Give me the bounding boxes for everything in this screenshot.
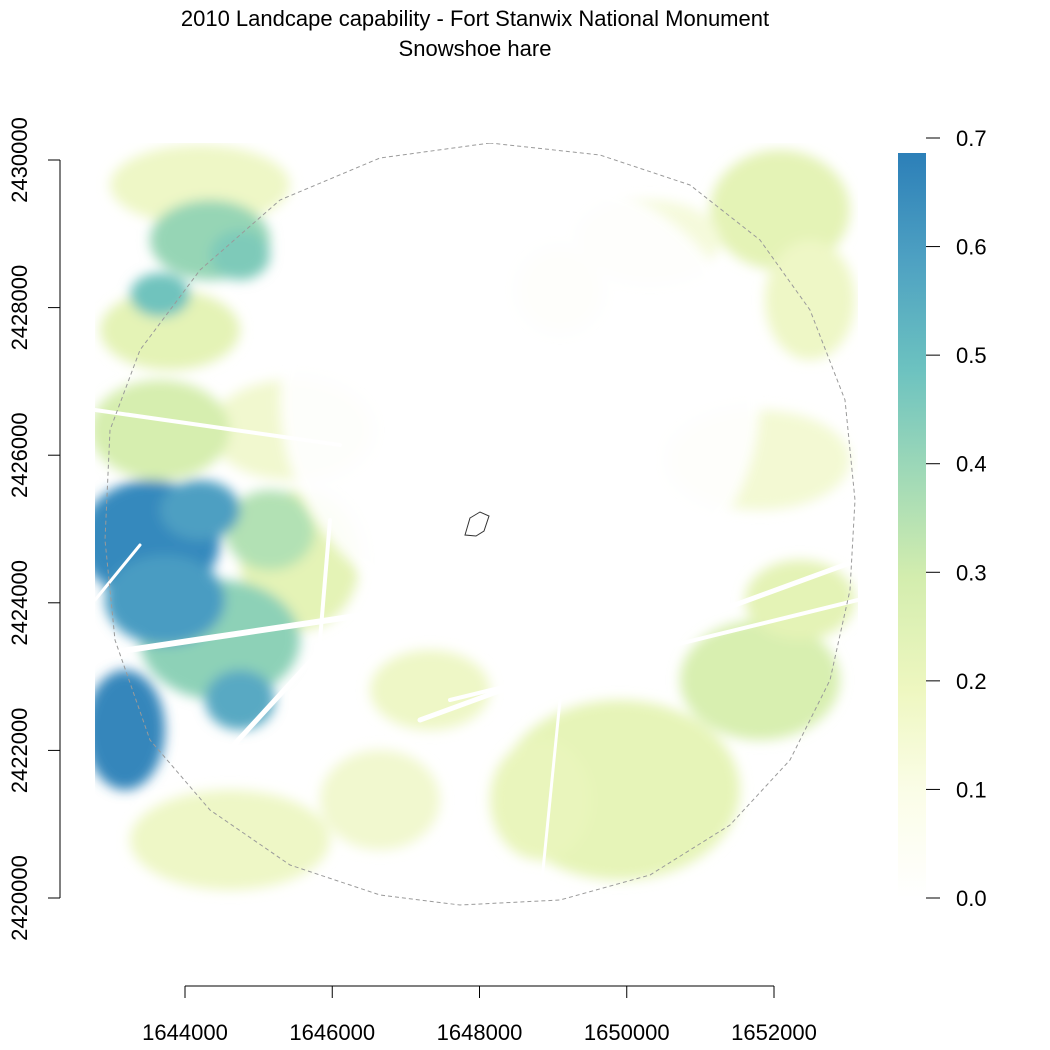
monument-boundary [464, 511, 490, 537]
legend-tick-label: 0.7 [956, 126, 987, 151]
x-axis: 1644000 1646000 1648000 1650000 1652000 [142, 985, 817, 1045]
x-tick-label: 1648000 [437, 1020, 523, 1045]
y-tick-label: 2428000 [7, 265, 32, 351]
legend-tick-label: 0.6 [956, 235, 987, 260]
legend-tick-label: 0.2 [956, 669, 987, 694]
x-tick-label: 1650000 [584, 1020, 670, 1045]
x-tick-label: 1652000 [731, 1020, 817, 1045]
y-tick-label: 2422000 [7, 708, 32, 794]
map-subtitle: Snowshoe hare [398, 36, 552, 61]
capability-raster [95, 143, 858, 906]
y-tick-label: 2430000 [7, 117, 32, 203]
y-tick-label: 2420000 [7, 855, 32, 941]
legend-tick-label: 0.4 [956, 452, 987, 477]
legend-tick-label: 0.0 [956, 886, 987, 911]
legend-tick-label: 0.3 [956, 560, 987, 585]
x-tick-label: 1646000 [289, 1020, 375, 1045]
y-axis: 2420000 2422000 2424000 2426000 2428000 24300… [7, 117, 61, 941]
y-tick-label: 2424000 [7, 560, 32, 646]
color-legend: 0.0 0.1 0.2 0.3 0.4 0.5 0.6 0.7 [898, 126, 987, 911]
legend-tick-label: 0.5 [956, 343, 987, 368]
y-tick-label: 2426000 [7, 412, 32, 498]
x-tick-label: 1644000 [142, 1020, 228, 1045]
legend-tick-label: 0.1 [956, 777, 987, 802]
buffer-boundary [104, 143, 856, 906]
map-title: 2010 Landcape capability - Fort Stanwix … [180, 6, 770, 31]
